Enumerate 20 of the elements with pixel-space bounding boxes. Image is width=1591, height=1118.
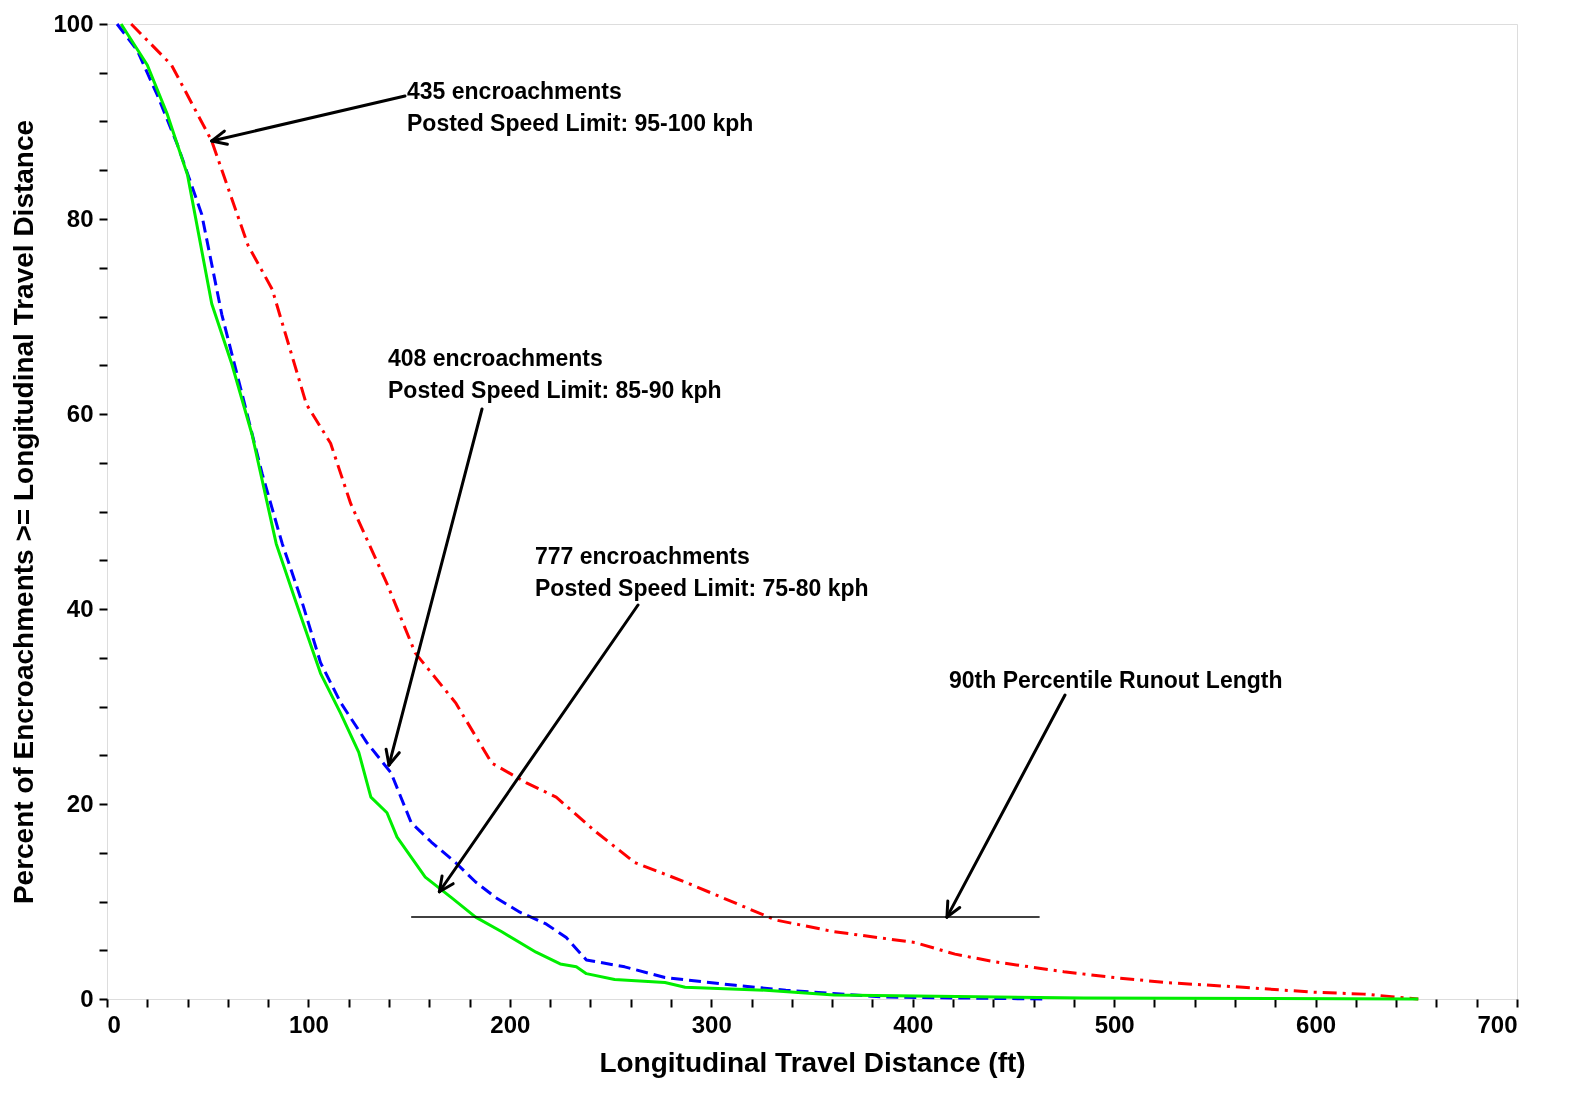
x-tick-label: 100: [288, 1010, 329, 1038]
x-tick-label: 0: [107, 1010, 121, 1038]
y-tick-label: 40: [66, 594, 94, 622]
x-tick-label: 500: [1094, 1010, 1135, 1038]
y-tick-label: 80: [66, 204, 94, 232]
x-tick-label: 400: [893, 1010, 934, 1038]
y-tick-label: 0: [80, 984, 94, 1012]
x-tick-label: 300: [691, 1010, 732, 1038]
annotation: 777 encroachments Posted Speed Limit: 75-80 kph: [535, 543, 869, 601]
y-tick-label: 100: [53, 9, 94, 37]
y-tick-label: 20: [66, 789, 94, 817]
y-tick-label: 60: [66, 399, 94, 427]
annotation: 408 encroachments Posted Speed Limit: 85-90 kph: [388, 345, 722, 403]
annotation: 90th Percentile Runout Length: [949, 667, 1283, 693]
y-axis-title: Percent of Encroachments >= Longitudinal Travel Distance: [8, 119, 40, 905]
x-tick-label: 200: [490, 1010, 531, 1038]
x-axis-title: Longitudinal Travel Distance (ft): [599, 1046, 1026, 1078]
x-tick-label: 700: [1477, 1010, 1518, 1038]
annotation: 435 encroachments Posted Speed Limit: 95-100 kph: [407, 78, 754, 136]
x-tick-label: 600: [1296, 1010, 1337, 1038]
